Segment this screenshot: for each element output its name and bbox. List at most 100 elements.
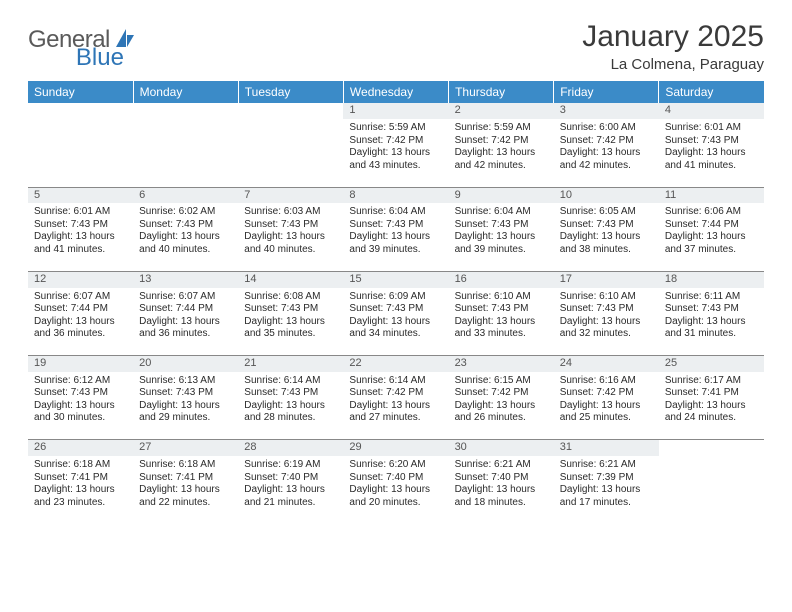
sunrise-text: Sunrise: 5:59 AM [349,122,442,135]
sunrise-text: Sunrise: 6:18 AM [139,459,232,472]
daynum-row: 1234 [28,103,764,119]
day-number: 1 [343,103,448,119]
daylight-text: Daylight: 13 hours and 27 minutes. [349,400,442,425]
page-title: January 2025 [582,20,764,54]
day-cell: Sunrise: 6:17 AMSunset: 7:41 PMDaylight:… [659,372,764,440]
daylight-text: Daylight: 13 hours and 34 minutes. [349,316,442,341]
day-cell [659,456,764,524]
weekday-header-row: Sunday Monday Tuesday Wednesday Thursday… [28,81,764,103]
sunset-text: Sunset: 7:43 PM [34,219,127,232]
daylight-text: Daylight: 13 hours and 29 minutes. [139,400,232,425]
sunrise-text: Sunrise: 6:19 AM [244,459,337,472]
daylight-text: Daylight: 13 hours and 18 minutes. [455,484,548,509]
content-row: Sunrise: 6:18 AMSunset: 7:41 PMDaylight:… [28,456,764,524]
sunrise-text: Sunrise: 6:10 AM [560,291,653,304]
weekday-header: Sunday [28,81,133,103]
weekday-header: Thursday [449,81,554,103]
daylight-text: Daylight: 13 hours and 42 minutes. [560,147,653,172]
content-row: Sunrise: 6:01 AMSunset: 7:43 PMDaylight:… [28,203,764,271]
day-cell: Sunrise: 6:20 AMSunset: 7:40 PMDaylight:… [343,456,448,524]
sunrise-text: Sunrise: 6:00 AM [560,122,653,135]
sunset-text: Sunset: 7:40 PM [244,472,337,485]
day-number: 27 [133,440,238,456]
daylight-text: Daylight: 13 hours and 32 minutes. [560,316,653,341]
daylight-text: Daylight: 13 hours and 23 minutes. [34,484,127,509]
weekday-header: Saturday [659,81,764,103]
sunset-text: Sunset: 7:44 PM [34,303,127,316]
sunrise-text: Sunrise: 6:07 AM [139,291,232,304]
sunset-text: Sunset: 7:43 PM [560,219,653,232]
daynum-row: 262728293031 [28,440,764,456]
calendar-table: Sunday Monday Tuesday Wednesday Thursday… [28,81,764,524]
content-row: Sunrise: 6:07 AMSunset: 7:44 PMDaylight:… [28,288,764,356]
day-number [659,440,764,456]
daynum-row: 12131415161718 [28,271,764,287]
daylight-text: Daylight: 13 hours and 39 minutes. [455,231,548,256]
daylight-text: Daylight: 13 hours and 41 minutes. [34,231,127,256]
brand-part2: Blue [76,44,124,72]
day-cell: Sunrise: 6:11 AMSunset: 7:43 PMDaylight:… [659,288,764,356]
day-cell: Sunrise: 6:14 AMSunset: 7:42 PMDaylight:… [343,372,448,440]
day-number: 13 [133,271,238,287]
day-cell [238,119,343,187]
day-number: 24 [554,356,659,372]
sunrise-text: Sunrise: 6:01 AM [665,122,758,135]
day-number: 7 [238,187,343,203]
day-cell: Sunrise: 6:19 AMSunset: 7:40 PMDaylight:… [238,456,343,524]
sunrise-text: Sunrise: 6:16 AM [560,375,653,388]
daylight-text: Daylight: 13 hours and 22 minutes. [139,484,232,509]
day-cell: Sunrise: 6:08 AMSunset: 7:43 PMDaylight:… [238,288,343,356]
daylight-text: Daylight: 13 hours and 42 minutes. [455,147,548,172]
daylight-text: Daylight: 13 hours and 26 minutes. [455,400,548,425]
sunrise-text: Sunrise: 6:12 AM [34,375,127,388]
day-number: 2 [449,103,554,119]
sunset-text: Sunset: 7:43 PM [244,219,337,232]
day-cell: Sunrise: 6:13 AMSunset: 7:43 PMDaylight:… [133,372,238,440]
sunrise-text: Sunrise: 6:04 AM [455,206,548,219]
daylight-text: Daylight: 13 hours and 28 minutes. [244,400,337,425]
day-cell: Sunrise: 6:05 AMSunset: 7:43 PMDaylight:… [554,203,659,271]
sunrise-text: Sunrise: 5:59 AM [455,122,548,135]
sunset-text: Sunset: 7:42 PM [349,387,442,400]
day-cell: Sunrise: 6:07 AMSunset: 7:44 PMDaylight:… [133,288,238,356]
day-cell: Sunrise: 6:00 AMSunset: 7:42 PMDaylight:… [554,119,659,187]
day-number [28,103,133,119]
day-cell: Sunrise: 6:01 AMSunset: 7:43 PMDaylight:… [28,203,133,271]
day-number: 28 [238,440,343,456]
daylight-text: Daylight: 13 hours and 43 minutes. [349,147,442,172]
day-number [238,103,343,119]
day-cell: Sunrise: 6:12 AMSunset: 7:43 PMDaylight:… [28,372,133,440]
sunset-text: Sunset: 7:43 PM [349,219,442,232]
day-number: 10 [554,187,659,203]
sunrise-text: Sunrise: 6:17 AM [665,375,758,388]
daylight-text: Daylight: 13 hours and 39 minutes. [349,231,442,256]
day-number: 3 [554,103,659,119]
daynum-row: 19202122232425 [28,356,764,372]
day-cell: Sunrise: 6:15 AMSunset: 7:42 PMDaylight:… [449,372,554,440]
weekday-header: Friday [554,81,659,103]
day-number: 16 [449,271,554,287]
sunset-text: Sunset: 7:43 PM [139,219,232,232]
day-cell: Sunrise: 6:07 AMSunset: 7:44 PMDaylight:… [28,288,133,356]
sunset-text: Sunset: 7:43 PM [139,387,232,400]
day-number: 25 [659,356,764,372]
sunrise-text: Sunrise: 6:21 AM [455,459,548,472]
sunset-text: Sunset: 7:42 PM [560,387,653,400]
day-cell: Sunrise: 6:10 AMSunset: 7:43 PMDaylight:… [449,288,554,356]
sunset-text: Sunset: 7:39 PM [560,472,653,485]
day-number: 19 [28,356,133,372]
day-cell: Sunrise: 6:21 AMSunset: 7:39 PMDaylight:… [554,456,659,524]
day-cell: Sunrise: 6:04 AMSunset: 7:43 PMDaylight:… [343,203,448,271]
day-cell: Sunrise: 5:59 AMSunset: 7:42 PMDaylight:… [449,119,554,187]
daylight-text: Daylight: 13 hours and 24 minutes. [665,400,758,425]
daylight-text: Daylight: 13 hours and 21 minutes. [244,484,337,509]
daylight-text: Daylight: 13 hours and 33 minutes. [455,316,548,341]
content-row: Sunrise: 5:59 AMSunset: 7:42 PMDaylight:… [28,119,764,187]
sunrise-text: Sunrise: 6:15 AM [455,375,548,388]
daylight-text: Daylight: 13 hours and 36 minutes. [34,316,127,341]
day-cell: Sunrise: 6:04 AMSunset: 7:43 PMDaylight:… [449,203,554,271]
calendar-page: General Blue January 2025 La Colmena, Pa… [0,0,792,544]
sunset-text: Sunset: 7:43 PM [34,387,127,400]
sunrise-text: Sunrise: 6:09 AM [349,291,442,304]
daylight-text: Daylight: 13 hours and 37 minutes. [665,231,758,256]
